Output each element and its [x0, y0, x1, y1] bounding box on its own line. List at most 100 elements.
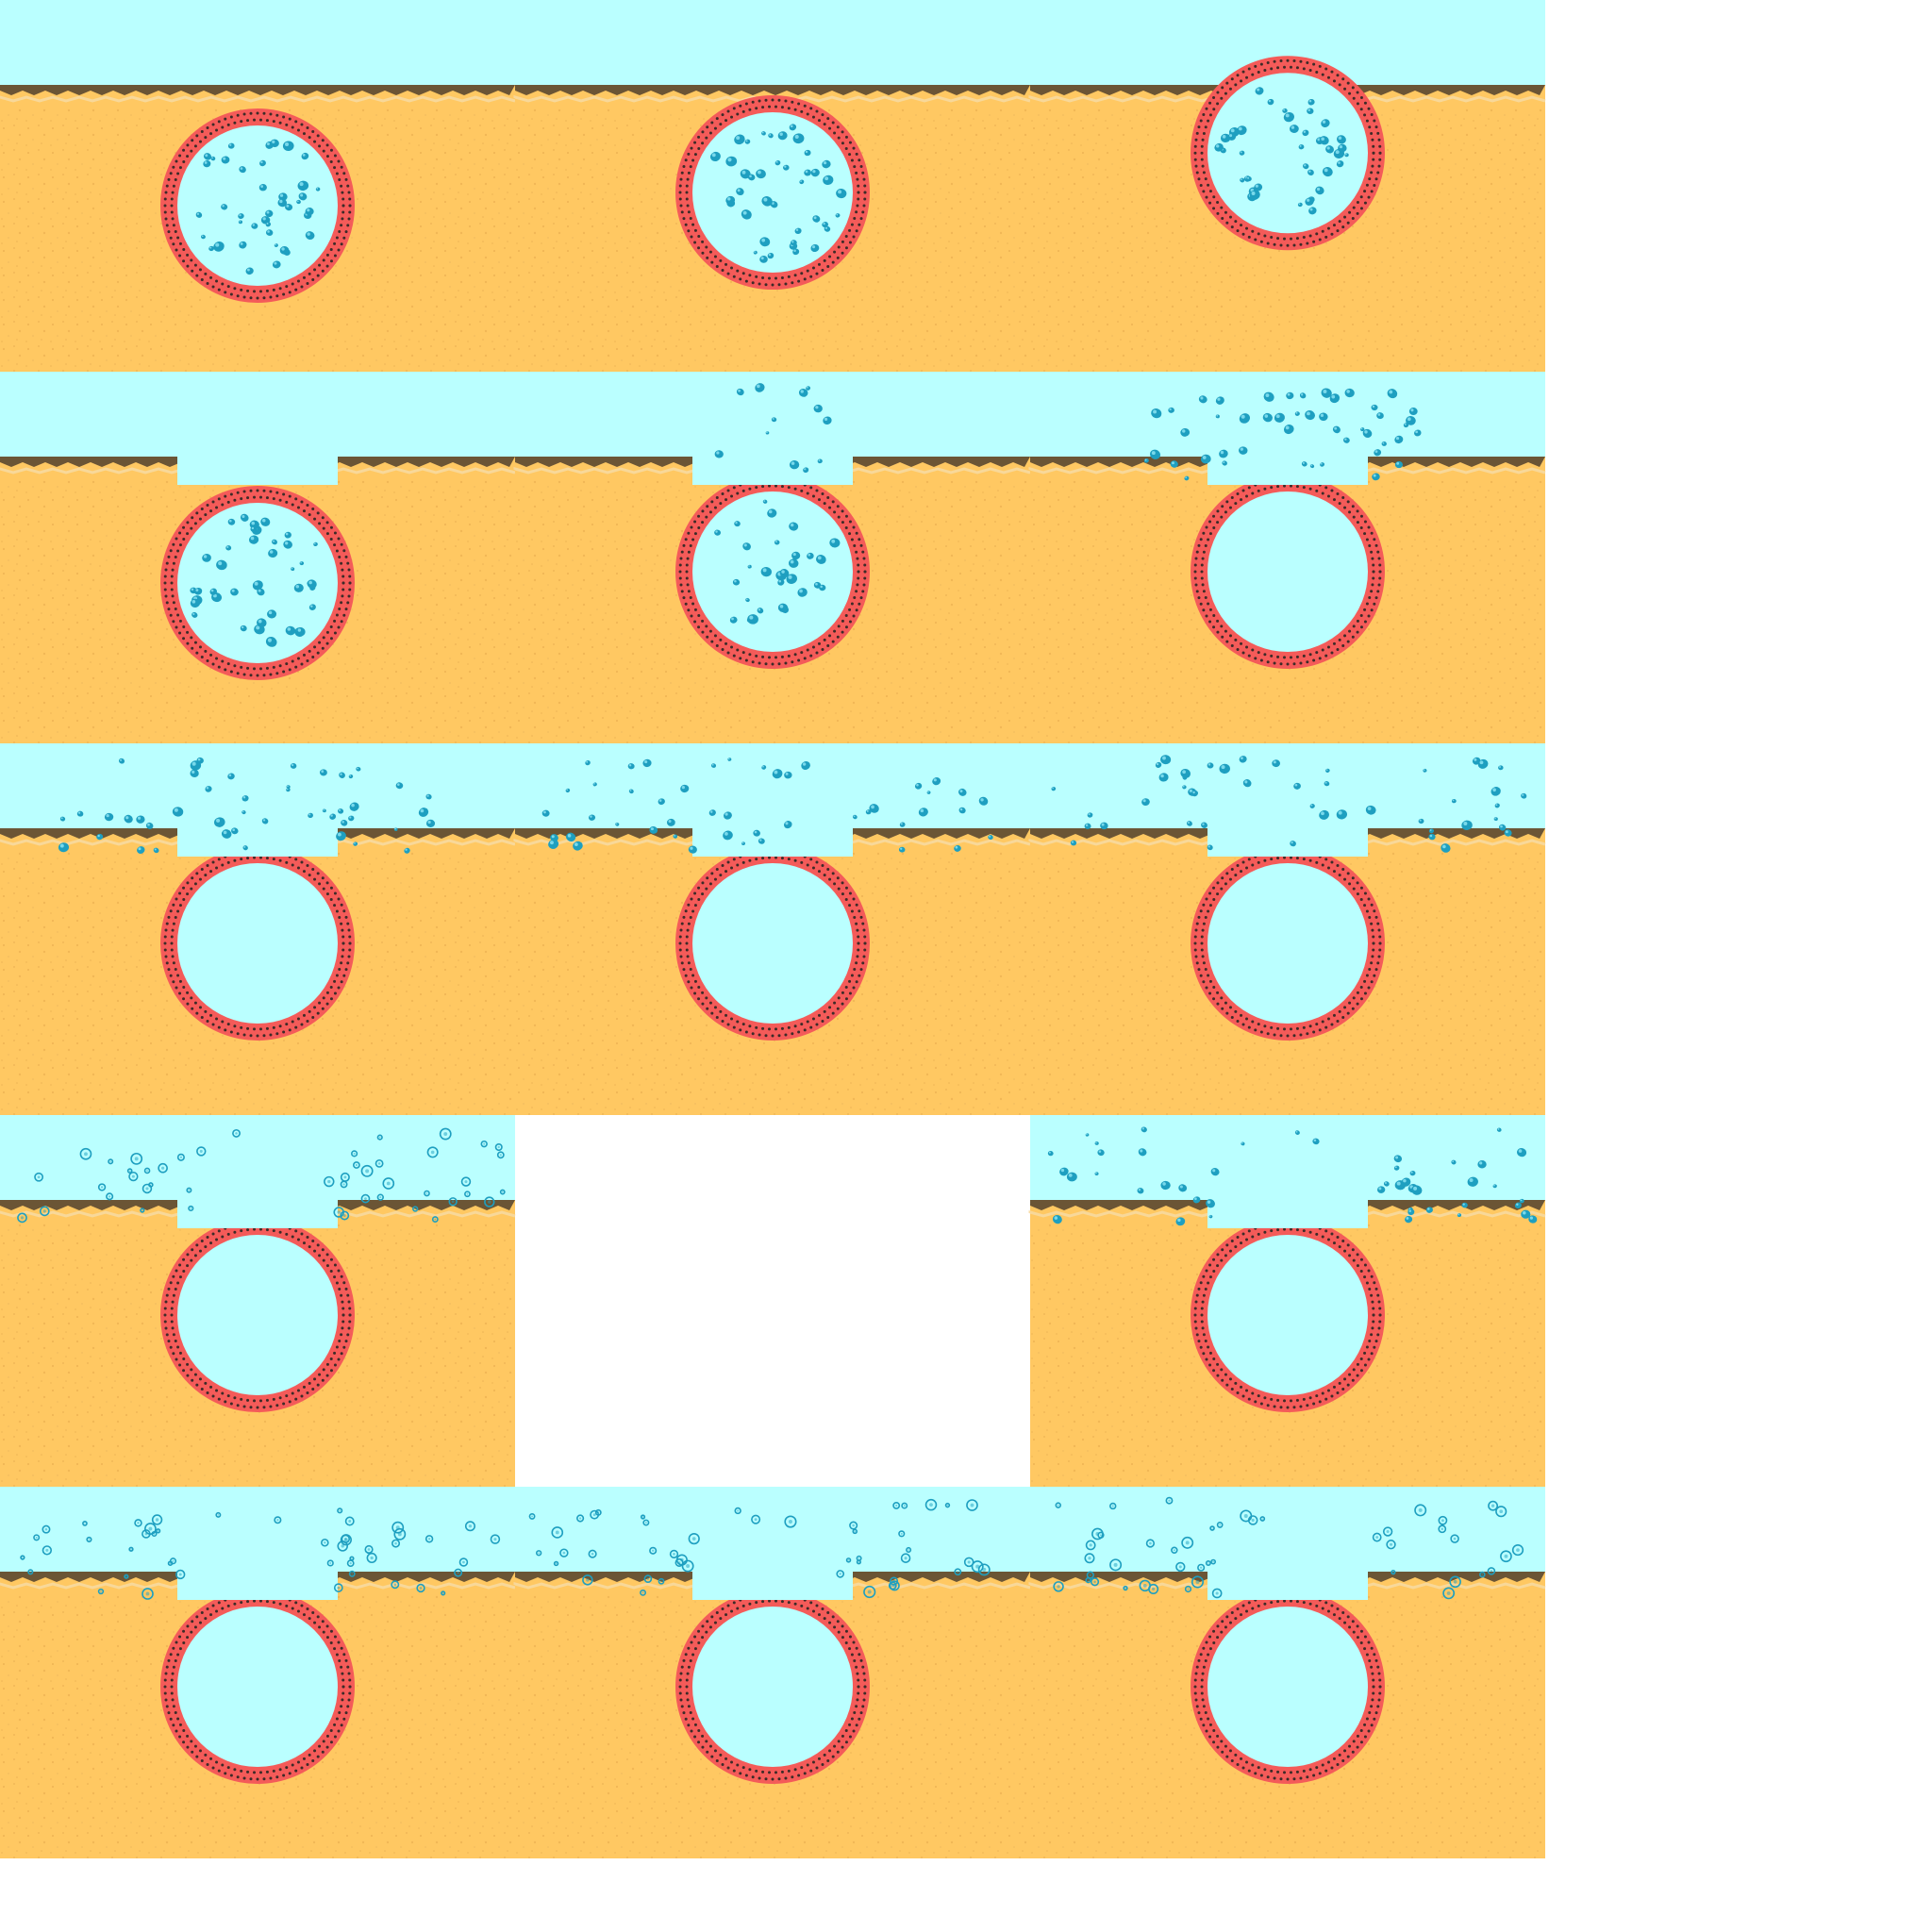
- membrane-dot: [1326, 1017, 1330, 1021]
- membrane-dot: [848, 1635, 852, 1639]
- membrane-dot: [1205, 1641, 1208, 1644]
- membrane-dot: [793, 108, 797, 111]
- droplet: [1109, 1558, 1123, 1572]
- membrane-dot: [1326, 494, 1330, 498]
- membrane-dot: [215, 1238, 219, 1241]
- membrane-dot: [686, 955, 690, 958]
- membrane-dot: [163, 1313, 167, 1317]
- droplet-core: [1499, 1509, 1504, 1514]
- membrane-dot: [817, 262, 821, 266]
- droplet-core: [353, 1152, 356, 1155]
- membrane-dot: [1221, 1750, 1224, 1754]
- membrane-dot: [164, 1300, 168, 1304]
- droplet-core: [497, 1145, 500, 1149]
- membrane-dot: [678, 191, 682, 194]
- droplet: [441, 1591, 446, 1596]
- membrane-dot: [1338, 638, 1341, 641]
- membrane-dot: [1356, 630, 1359, 634]
- membrane-dot: [1205, 195, 1208, 199]
- membrane-dot: [233, 1024, 237, 1028]
- droplet: [640, 1514, 646, 1520]
- droplet-core: [419, 1587, 423, 1590]
- membrane-dot: [1367, 614, 1371, 618]
- membrane-dot: [340, 1352, 343, 1356]
- membrane-dot: [209, 509, 213, 513]
- membrane-dot: [1372, 935, 1375, 939]
- membrane-dot: [291, 1763, 294, 1767]
- membrane-dot: [164, 1672, 168, 1675]
- membrane-dot: [1266, 1032, 1270, 1036]
- membrane-dot: [856, 177, 859, 181]
- membrane-dot: [246, 496, 250, 500]
- droplet-core: [1504, 1554, 1508, 1558]
- membrane-dot: [1365, 1653, 1369, 1657]
- droplet-highlight: [1240, 447, 1243, 451]
- membrane-dot: [346, 1705, 350, 1708]
- membrane-dot: [163, 197, 167, 201]
- membrane-dot: [174, 1659, 177, 1663]
- droplet-highlight: [267, 230, 270, 233]
- droplet-highlight: [125, 816, 129, 820]
- membrane-dot: [1352, 887, 1356, 891]
- membrane-dot: [693, 153, 697, 157]
- membrane-dot: [322, 149, 325, 153]
- membrane-dot: [1230, 225, 1234, 229]
- membrane-dot: [1202, 1705, 1206, 1708]
- membrane-dot: [311, 1240, 315, 1243]
- membrane-dot: [1247, 1229, 1251, 1233]
- vesicle-lumen: [1208, 73, 1368, 234]
- membrane-dot: [780, 857, 784, 860]
- membrane-dot: [1359, 1357, 1363, 1361]
- membrane-dot: [741, 109, 745, 113]
- droplet-highlight: [1346, 390, 1350, 393]
- membrane-dot: [844, 246, 848, 250]
- membrane-dot: [708, 1744, 712, 1748]
- droplet-highlight: [226, 545, 229, 548]
- membrane-dot: [311, 130, 315, 134]
- membrane-dot: [862, 204, 866, 208]
- membrane-dot: [701, 991, 705, 994]
- membrane-dot: [1343, 1249, 1347, 1253]
- membrane-dot: [697, 525, 701, 529]
- droplet-highlight: [1294, 783, 1298, 787]
- membrane-dot: [1324, 486, 1328, 490]
- membrane-dot: [1195, 1293, 1199, 1297]
- membrane-dot: [1332, 870, 1336, 874]
- membrane-dot: [341, 1320, 345, 1324]
- droplet-highlight: [1324, 168, 1328, 173]
- membrane-dot: [686, 557, 690, 560]
- membrane-dot: [809, 1025, 813, 1029]
- membrane-dot: [1263, 234, 1267, 238]
- membrane-dot: [777, 98, 781, 102]
- membrane-dot: [163, 1691, 167, 1695]
- membrane-dot: [1292, 1777, 1296, 1781]
- soil-light-line: [0, 95, 516, 103]
- membrane-dot: [855, 531, 858, 535]
- membrane-dot: [341, 588, 345, 591]
- droplet-highlight: [1085, 824, 1089, 826]
- membrane-dot: [302, 653, 306, 657]
- membrane-dot: [1376, 1333, 1380, 1337]
- droplet-core: [172, 1559, 175, 1562]
- droplet-highlight: [805, 150, 808, 154]
- membrane-dot: [204, 649, 208, 653]
- membrane-dot: [300, 1232, 304, 1236]
- droplet-highlight: [1331, 394, 1336, 399]
- membrane-dot: [701, 619, 705, 623]
- membrane-dot: [1257, 232, 1260, 236]
- droplet: [360, 1164, 374, 1177]
- droplet-core: [386, 1181, 391, 1186]
- droplet: [128, 1546, 134, 1552]
- droplet-highlight: [1071, 841, 1074, 843]
- membrane-dot: [1321, 1607, 1324, 1610]
- membrane-dot: [744, 102, 748, 106]
- membrane-dot: [338, 967, 341, 971]
- droplet-highlight: [1306, 411, 1310, 416]
- droplet-highlight: [727, 158, 732, 162]
- membrane-dot: [172, 601, 175, 605]
- membrane-dot: [682, 217, 686, 221]
- membrane-dot: [1302, 236, 1306, 240]
- membrane-dot: [272, 1769, 275, 1773]
- membrane-dot: [1378, 1313, 1382, 1317]
- membrane-dot: [186, 1362, 190, 1366]
